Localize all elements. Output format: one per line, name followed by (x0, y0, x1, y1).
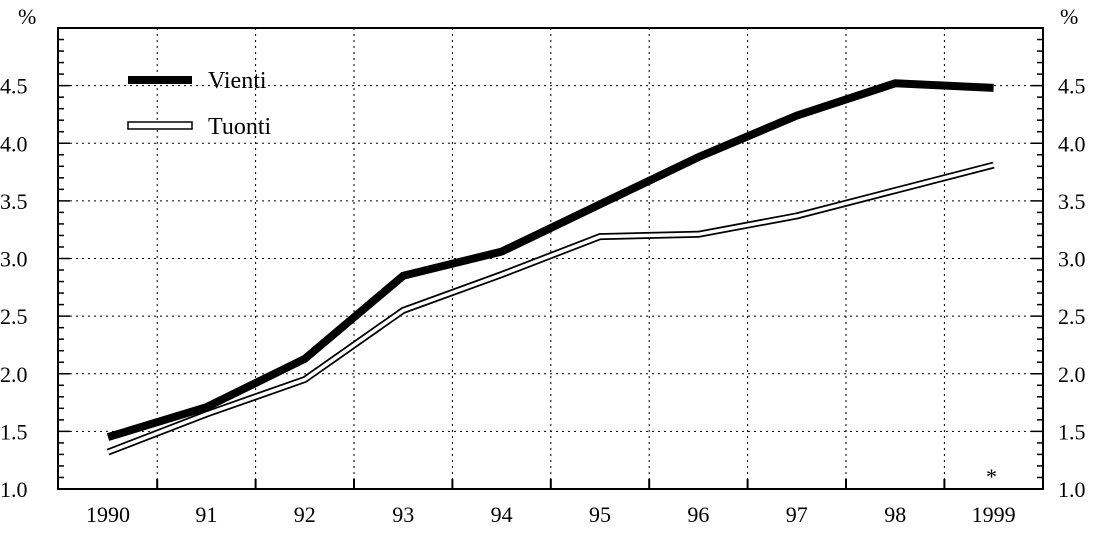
series-layer (106, 79, 995, 456)
x-tick-label: 93 (392, 502, 414, 527)
y-tick-label-left: 2.0 (0, 362, 28, 387)
y-tick-label-left: 1.0 (0, 477, 28, 502)
legend-label-tuonti: Tuonti (208, 114, 271, 140)
y-tick-label-left: 1.5 (0, 419, 28, 444)
x-tick-label: 96 (687, 502, 709, 527)
annotation-asterisk: * (986, 464, 997, 489)
y-tick-label-left: 3.5 (0, 189, 28, 214)
y-tick-label-left: 3.0 (0, 247, 28, 272)
tick-marks (58, 27, 1043, 490)
left-y-unit: % (18, 4, 36, 29)
y-tick-label-left: 4.5 (0, 74, 28, 99)
y-tick-label-right: 4.0 (1058, 131, 1086, 156)
series-line-vienti (106, 79, 994, 441)
x-tick-label: 91 (195, 502, 217, 527)
x-tick-label: 92 (294, 502, 316, 527)
right-y-unit: % (1060, 4, 1078, 29)
y-tick-label-right: 1.5 (1058, 419, 1086, 444)
y-tick-label-right: 3.0 (1058, 247, 1086, 272)
x-tick-label: 1999 (972, 502, 1016, 527)
legend: Vienti Tuonti (127, 68, 271, 140)
x-tick-label: 95 (589, 502, 611, 527)
x-tick-label: 98 (884, 502, 906, 527)
y-tick-label-right: 2.5 (1058, 304, 1086, 329)
legend-swatch-tuonti (127, 121, 193, 130)
axis-labels: 1.0 1.0 1.5 1.5 2.0 2.0 2.5 2.5 3.0 3.0 3.5 3.5 4.0 4… (0, 74, 1086, 527)
y-tick-label-right: 4.5 (1058, 74, 1086, 99)
x-tick-label: 94 (491, 502, 513, 527)
legend-label-vienti: Vienti (208, 68, 267, 94)
y-tick-label-left: 2.5 (0, 304, 28, 329)
x-tick-label: 97 (786, 502, 808, 527)
y-tick-label-right: 3.5 (1058, 189, 1086, 214)
y-tick-label-left: 4.0 (0, 131, 28, 156)
y-tick-label-right: 1.0 (1058, 477, 1086, 502)
series-line-tuonti-inner (107, 163, 995, 454)
x-tick-label: 1990 (86, 502, 130, 527)
y-tick-label-right: 2.0 (1058, 362, 1086, 387)
